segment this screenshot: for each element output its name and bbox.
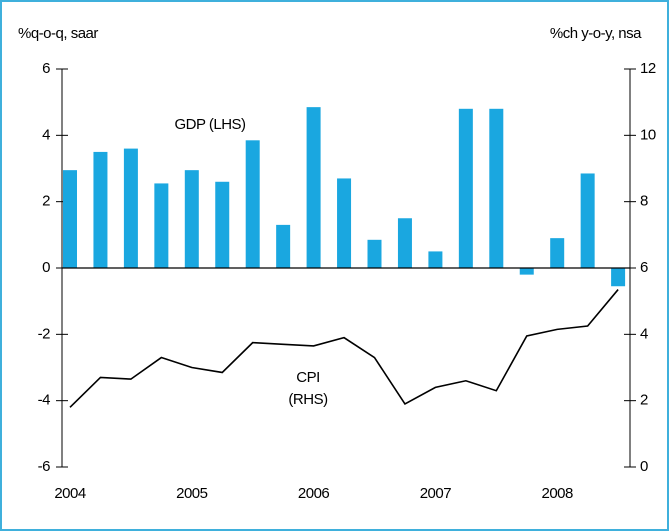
y2-tick-label: 10 xyxy=(640,126,656,143)
series-label: CPI (RHS) xyxy=(288,369,328,408)
bar xyxy=(489,108,504,268)
y-axis-label: %q-o-q, saar xyxy=(18,25,98,42)
x-tick-label: 2008 xyxy=(542,485,574,502)
bar xyxy=(215,181,230,268)
y2-tick-label: 4 xyxy=(640,325,648,342)
series-label-line: CPI xyxy=(296,369,320,386)
bar xyxy=(397,218,412,268)
bar xyxy=(580,173,595,268)
bar xyxy=(367,239,382,268)
x-tick-label: 2005 xyxy=(176,485,208,502)
bar xyxy=(63,170,77,268)
series-label: GDP (LHS) xyxy=(174,116,246,133)
bar xyxy=(184,170,199,268)
y-tick-label: 2 xyxy=(42,193,50,210)
x-tick-label: 2004 xyxy=(54,485,86,502)
y2-tick-label: 0 xyxy=(640,458,648,475)
y-tick-label: -6 xyxy=(38,458,50,475)
y-tick-label: -4 xyxy=(38,392,50,409)
bar xyxy=(337,178,352,268)
bar xyxy=(154,183,169,268)
bar xyxy=(428,251,443,268)
y2-tick-label: 12 xyxy=(640,60,656,77)
y2-axis-label: %ch y-o-y, nsa xyxy=(550,25,642,42)
bar xyxy=(458,108,473,268)
bar xyxy=(276,224,291,268)
y-tick-label: 0 xyxy=(42,259,50,276)
bar xyxy=(306,107,321,269)
line xyxy=(69,289,619,408)
bar xyxy=(519,268,534,275)
y-tick-label: -2 xyxy=(38,325,50,342)
y2-tick-label: 6 xyxy=(640,259,648,276)
x-tick-label: 2006 xyxy=(298,485,330,502)
series-label-line: (RHS) xyxy=(288,391,328,408)
y-tick-label: 6 xyxy=(42,60,50,77)
y2-tick-label: 8 xyxy=(640,193,648,210)
x-tick-label: 2007 xyxy=(420,485,452,502)
y-tick-label: 4 xyxy=(42,126,50,143)
bar xyxy=(550,238,565,268)
bar xyxy=(611,268,626,287)
bar xyxy=(123,148,138,268)
bar xyxy=(245,140,260,268)
bar xyxy=(93,151,108,268)
y2-tick-label: 2 xyxy=(640,392,648,409)
